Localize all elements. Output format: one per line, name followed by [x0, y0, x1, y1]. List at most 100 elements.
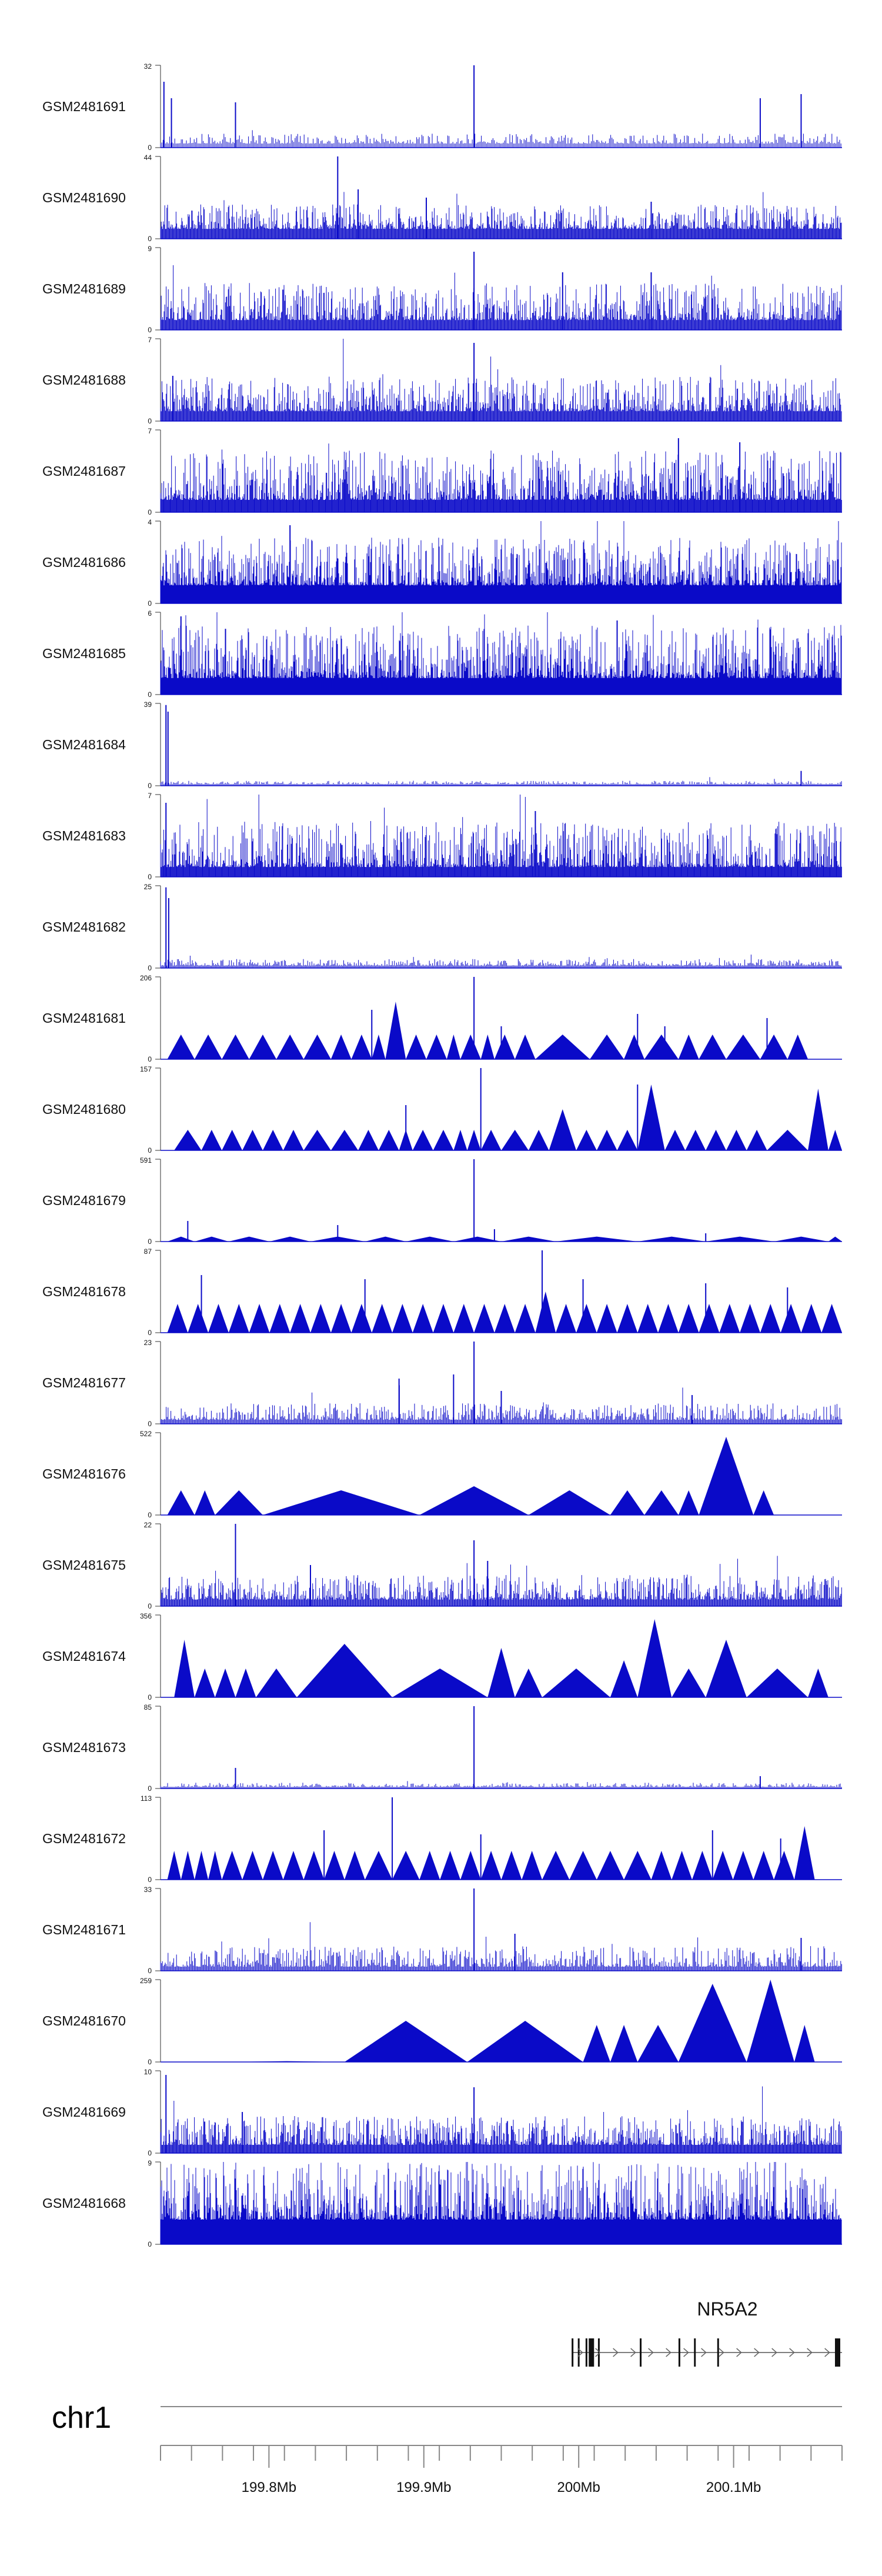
signal-peak [242, 1851, 263, 1880]
signal-peak [699, 1304, 720, 1333]
signal-peak [556, 1236, 638, 1242]
signal-peak [678, 1984, 747, 2062]
track-label: GSM2481684 [42, 737, 126, 752]
signal-peak [283, 1851, 304, 1880]
track-GSM2481682: GSM2481682 25 0 [42, 883, 842, 972]
track-label: GSM2481682 [42, 919, 126, 935]
strand-arrow [595, 2348, 601, 2357]
signal-peak [460, 1851, 481, 1880]
track-GSM2481687: GSM2481687 7 0 [42, 427, 842, 516]
signal-peak [596, 1304, 617, 1333]
signal-peak [712, 1851, 733, 1880]
strand-arrow [719, 2348, 724, 2357]
signal-peak [576, 1304, 597, 1333]
y-max-label: 32 [144, 62, 152, 71]
signal-peak [453, 1130, 467, 1150]
signal-peak [412, 1130, 433, 1150]
strand-arrow [630, 2348, 636, 2357]
track-GSM2481677: GSM2481677 23 0 [42, 1339, 842, 1428]
y-max-label: 87 [144, 1247, 152, 1256]
signal-peak [222, 1035, 249, 1059]
signal-bars [160, 2162, 842, 2244]
strand-arrow [648, 2348, 654, 2357]
signal-peak [637, 1085, 665, 1150]
signal-bars [160, 192, 842, 239]
gene-exon [572, 2338, 574, 2367]
y-min-label: 0 [148, 1237, 152, 1246]
signal-peak [228, 1304, 249, 1333]
signal-peak [480, 1130, 502, 1150]
strand-arrow [807, 2348, 813, 2357]
y-max-label: 44 [144, 154, 152, 162]
y-min-label: 0 [148, 2149, 152, 2157]
track-GSM2481675: GSM2481675 22 0 [42, 1521, 842, 1610]
signal-peak [753, 1490, 774, 1515]
signal-peak [249, 1035, 276, 1059]
signal-peak [324, 1851, 345, 1880]
signal-peak [167, 1236, 195, 1242]
signal-bars [160, 130, 841, 148]
gene-track: NR5A2 [572, 2298, 842, 2367]
signal-peak [419, 1851, 440, 1880]
track-label: GSM2481676 [42, 1466, 126, 1481]
y-min-label: 0 [148, 1784, 152, 1793]
signal-peak [303, 1851, 325, 1880]
gene-exons [572, 2338, 840, 2367]
signal-peak [303, 1130, 331, 1150]
axis-ticks: 199.8Mb 199.9Mb 200Mb 200.1Mb [160, 2445, 843, 2495]
track-label: GSM2481671 [42, 1922, 126, 1937]
track-GSM2481688: GSM2481688 7 0 [42, 336, 842, 425]
signal-peak [542, 1669, 610, 1697]
signal-peak [330, 1035, 352, 1059]
signal-peak [542, 1851, 570, 1880]
signal-peak [501, 1130, 529, 1150]
signal-peak [392, 1304, 413, 1333]
track-GSM2481679: GSM2481679 591 0 [42, 1156, 842, 1246]
signal-peak [433, 1304, 454, 1333]
signal-peak [480, 1851, 502, 1880]
x-tick-label: 199.8Mb [242, 2480, 296, 2495]
signal-peak [774, 1851, 794, 1880]
y-max-label: 7 [148, 792, 152, 800]
strand-arrow [824, 2348, 830, 2357]
y-max-label: 522 [140, 1430, 152, 1438]
gene-exon [835, 2338, 840, 2367]
signal-peak [760, 1304, 781, 1333]
signal-peak [256, 1669, 297, 1697]
strand-arrow [736, 2348, 742, 2357]
track-GSM2481668: GSM2481668 9 0 [42, 2159, 842, 2248]
strand-arrow [789, 2348, 795, 2357]
signal-peak [501, 1236, 556, 1242]
track-label: GSM2481670 [42, 2013, 126, 2028]
track-GSM2481685: GSM2481685 6 0 [42, 609, 842, 699]
signal-peak [351, 1035, 372, 1059]
y-max-label: 157 [140, 1065, 152, 1073]
strand-arrow [613, 2348, 619, 2357]
signal-peak [794, 2025, 815, 2062]
track-label: GSM2481683 [42, 828, 126, 843]
signal-peak [794, 1826, 815, 1880]
signal-peak [528, 1490, 610, 1515]
y-min-label: 0 [148, 873, 152, 881]
gene-exon [589, 2338, 594, 2367]
signal-peak [808, 1669, 828, 1697]
y-min-label: 0 [148, 964, 152, 972]
track-label: GSM2481674 [42, 1649, 126, 1664]
track-GSM2481680: GSM2481680 157 0 [42, 1065, 842, 1154]
signal-peak [406, 1035, 426, 1059]
signal-peak [596, 1851, 624, 1880]
track-GSM2481674: GSM2481674 356 0 [42, 1612, 842, 1701]
signal-peak [412, 1304, 433, 1333]
signal-peak [821, 1304, 842, 1333]
signal-peak [188, 1304, 209, 1333]
signal-peak [480, 1035, 495, 1059]
signal-peak [303, 1035, 331, 1059]
track-GSM2481671: GSM2481671 33 0 [42, 1886, 842, 1975]
signal-bars [160, 1781, 842, 1788]
y-min-label: 0 [148, 2240, 152, 2248]
track-GSM2481681: GSM2481681 206 0 [42, 974, 842, 1063]
signal-peak [678, 1304, 699, 1333]
signal-bars [160, 612, 842, 695]
signal-peak [576, 1130, 597, 1150]
signal-peak [753, 1851, 774, 1880]
